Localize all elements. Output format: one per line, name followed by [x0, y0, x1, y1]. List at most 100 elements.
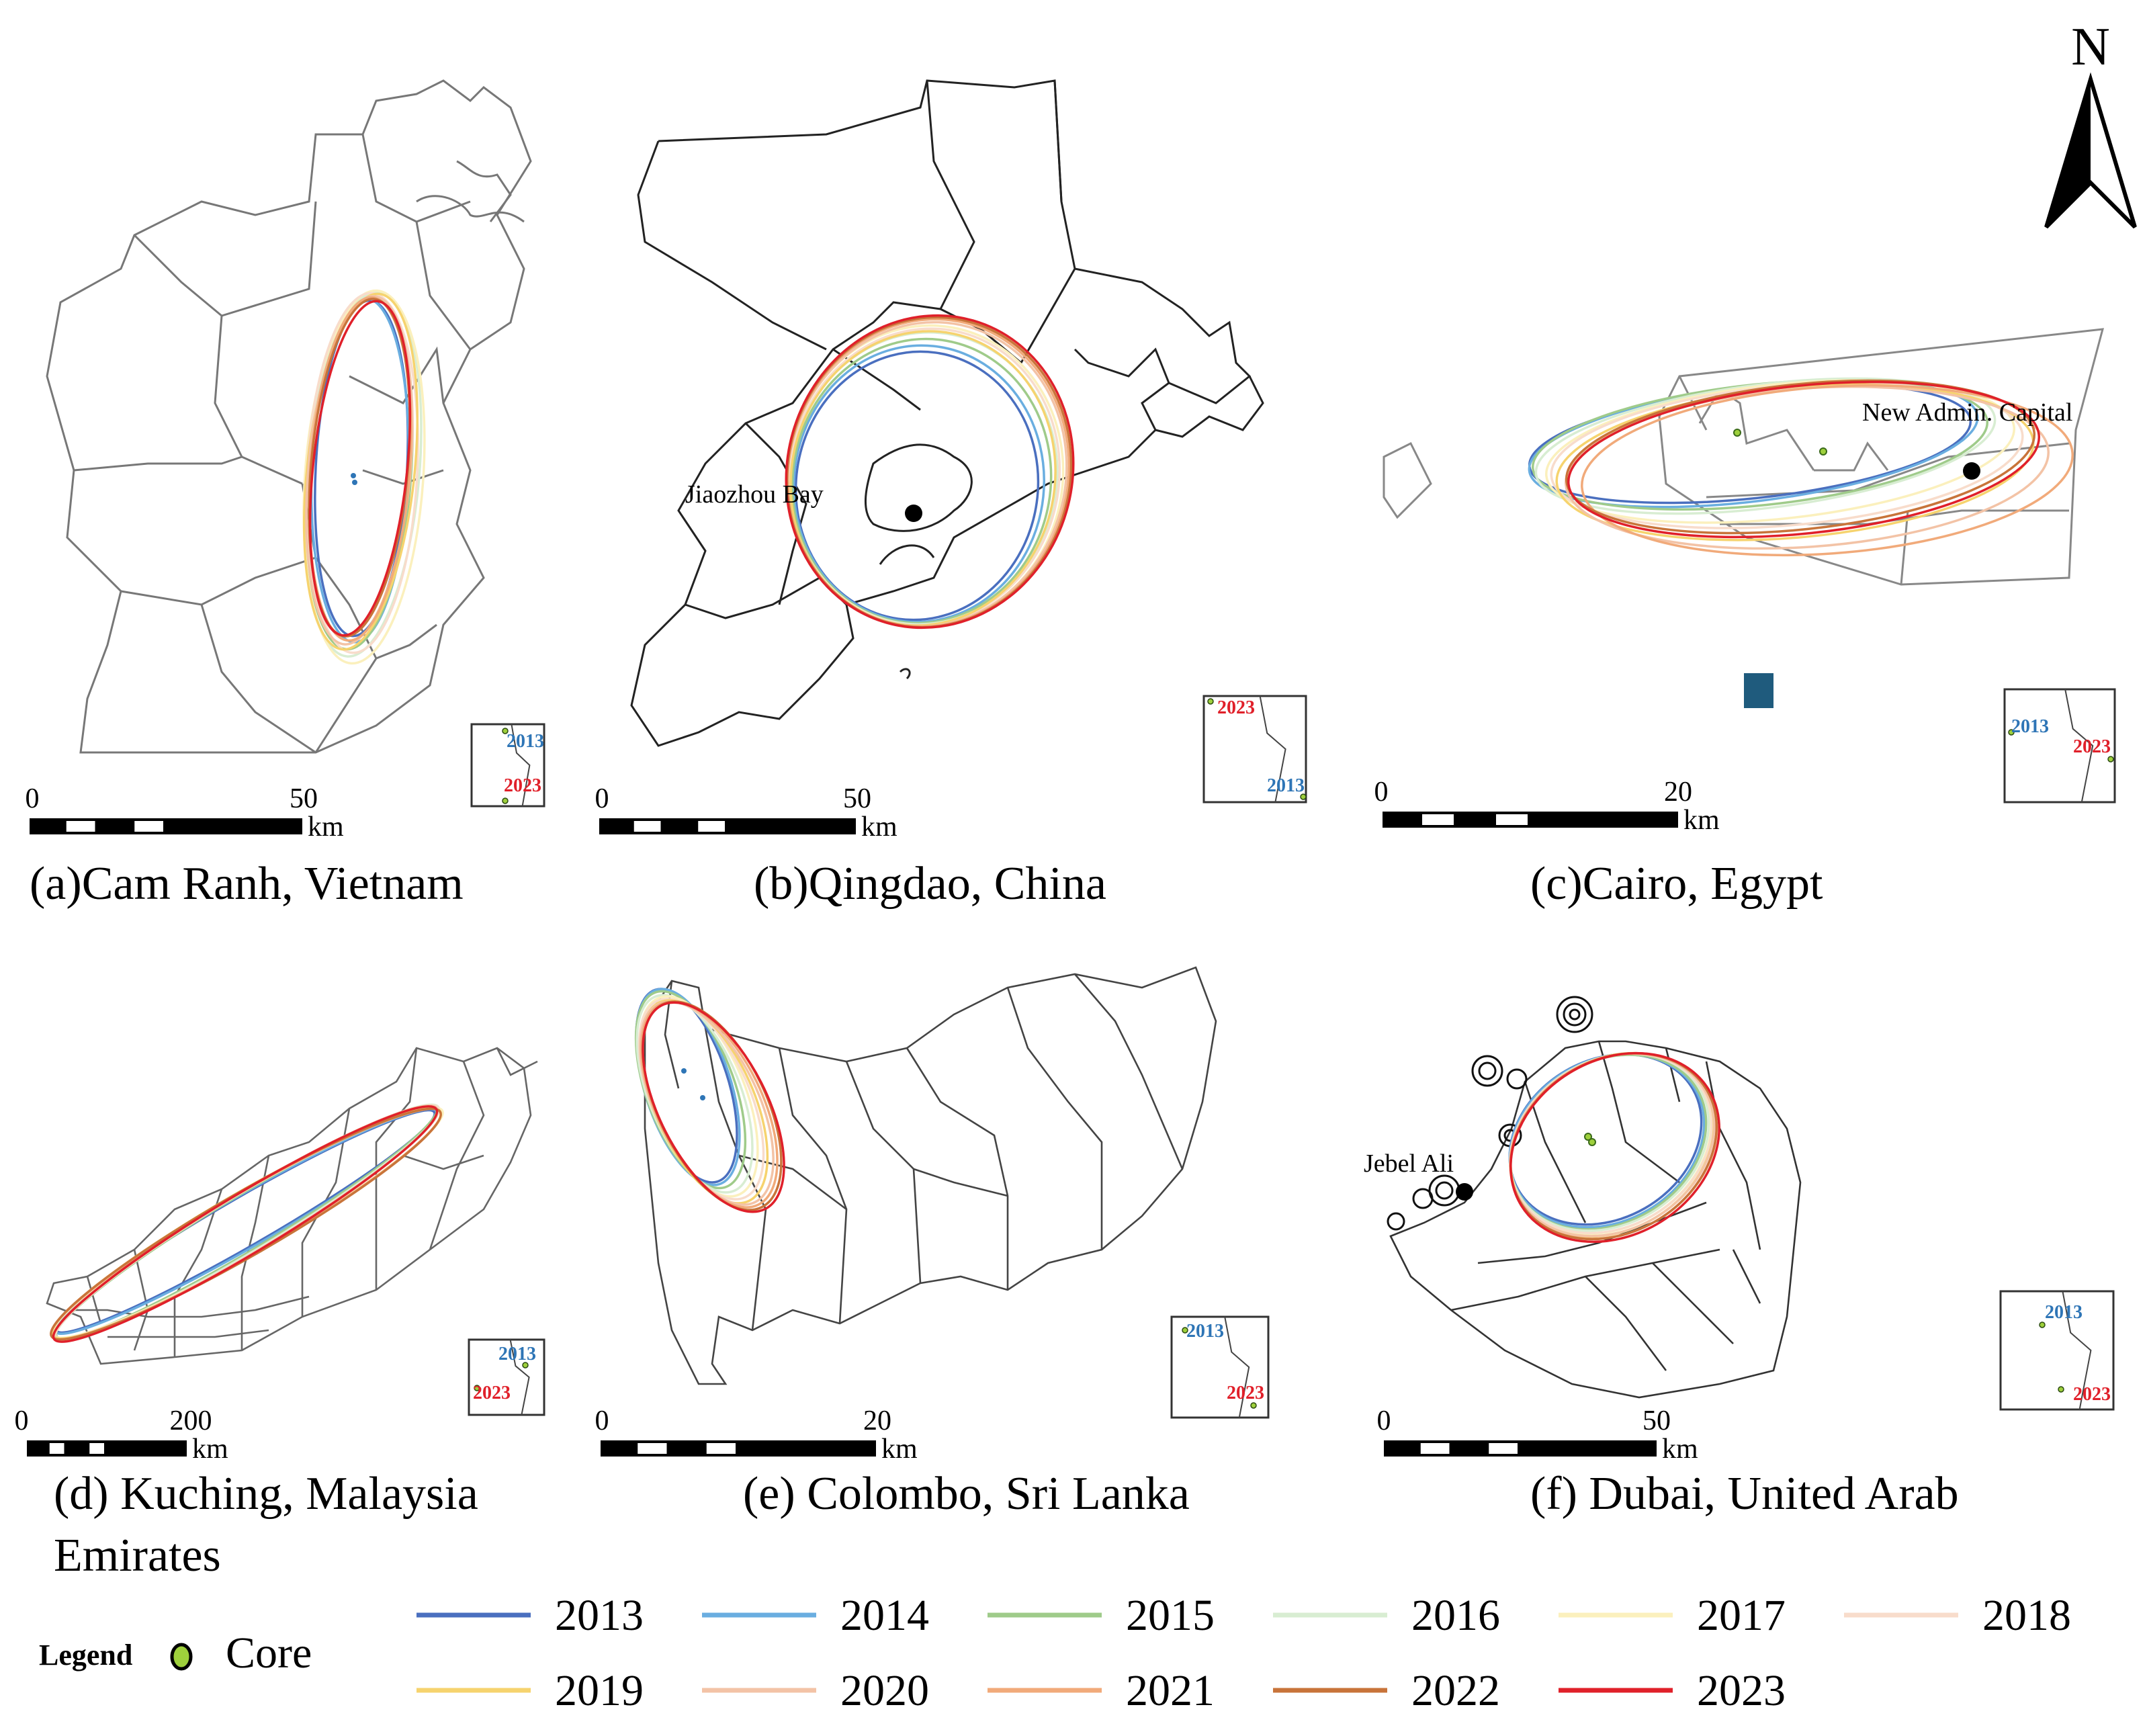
scale-tick-label: 50 — [843, 783, 871, 814]
legend-label: 2020 — [840, 1666, 929, 1715]
legend-item-2020: 2020 — [702, 1666, 929, 1715]
panel-caption-b: (b)Qingdao, China — [754, 858, 1106, 910]
inset-frame — [2003, 688, 2116, 804]
legend-title: Legend — [39, 1639, 132, 1672]
inset-core-2023 — [1207, 698, 1214, 705]
inset-core-2023 — [2058, 1386, 2064, 1393]
inset-label-2013: 2013 — [1186, 1321, 1224, 1342]
scale-bar-segment — [1489, 1443, 1518, 1454]
scale-bar-segment — [89, 1443, 104, 1454]
inset-core-2023 — [502, 797, 509, 804]
panel-captions: (a)Cam Ranh, Vietnam (b)Qingdao, China (c)… — [30, 858, 1959, 1581]
panel-a-ellipses — [302, 289, 426, 665]
inset-label-2023: 2023 — [1227, 1383, 1264, 1403]
panel-f-core-dot — [1588, 1138, 1596, 1146]
panel-c-core-dot — [1819, 447, 1827, 455]
panel-c-place-label: New Admin. Capital — [1862, 398, 2072, 427]
inset-b: 2013 2023 — [1202, 695, 1307, 804]
scale-bar-segment — [134, 821, 163, 832]
legend-item-2017: 2017 — [1559, 1591, 1786, 1640]
north-arrow: N — [2044, 17, 2137, 229]
scale-unit-label: km — [308, 812, 344, 842]
panel-c-place-dot — [1963, 462, 1980, 480]
inset-label-2013: 2013 — [1267, 775, 1305, 796]
scale-bar-segment — [633, 821, 661, 832]
scale-bar-segment — [638, 1443, 667, 1454]
panel-b-place-label: Jiaozhou Bay — [685, 480, 824, 509]
panel-a-basemap — [46, 79, 532, 754]
inset-frame — [468, 1338, 545, 1416]
panel-caption-d: Emirates — [54, 1530, 221, 1581]
legend-item-2023: 2023 — [1559, 1666, 1786, 1715]
inset-label-2013: 2013 — [498, 1344, 536, 1364]
inset-f: 2013 2023 — [1999, 1290, 2115, 1411]
legend-label: 2017 — [1697, 1591, 1786, 1640]
scale-bar-segment — [49, 1443, 64, 1454]
inset-core-2013 — [502, 728, 509, 734]
panel-f-core-dot — [1584, 1133, 1592, 1141]
legend-label: 2021 — [1126, 1666, 1215, 1715]
scale-bar-segment — [1422, 814, 1454, 825]
legend-core-label: Core — [226, 1629, 312, 1678]
legend-label: 2014 — [840, 1591, 929, 1640]
panel-e-ellipses — [634, 988, 785, 1213]
inset-core-2013 — [522, 1362, 529, 1369]
north-arrow-label: N — [2071, 17, 2110, 77]
inset-label-2013: 2013 — [507, 731, 544, 752]
inset-frame — [470, 723, 545, 808]
legend-label: 2018 — [1982, 1591, 2071, 1640]
scale-unit-label: km — [192, 1434, 228, 1465]
scale-bar-segment — [698, 821, 725, 832]
legend-item-2022: 2022 — [1273, 1666, 1500, 1715]
scale-unit-label: km — [861, 812, 897, 842]
scale-bar-segment — [1496, 814, 1528, 825]
inset-core-2013 — [2008, 729, 2015, 736]
legend-label: 2013 — [555, 1591, 644, 1640]
legend: Legend Core 2013 2014 2015 2016 2017 2018 2019… — [39, 1591, 2071, 1715]
legend-item-2021: 2021 — [988, 1666, 1215, 1715]
inset-frame — [1170, 1315, 1270, 1419]
panel-caption-d: (d) Kuching, Malaysia — [54, 1468, 478, 1520]
scale-bar-segment — [66, 821, 95, 832]
inset-label-2023: 2023 — [2073, 1384, 2111, 1405]
panel-caption-e: (e) Colombo, Sri Lanka — [743, 1468, 1190, 1520]
panel-f-place-dot — [1456, 1183, 1473, 1201]
inset-core-2023 — [474, 1385, 480, 1391]
inset-label-2013: 2013 — [2011, 716, 2049, 737]
scale-unit-label: km — [1662, 1434, 1698, 1465]
scale-tick-label: 50 — [290, 783, 318, 814]
panel-d-basemap — [46, 1047, 538, 1365]
panel-caption-c: (c)Cairo, Egypt — [1530, 858, 1823, 910]
scale-tick-label: 20 — [1664, 777, 1692, 808]
scale-tick-label: 0 — [1374, 777, 1389, 808]
scale-unit-label: km — [881, 1434, 918, 1465]
legend-item-2016: 2016 — [1273, 1591, 1500, 1640]
inset-a: 2013 2023 — [470, 723, 545, 808]
legend-label: 2019 — [555, 1666, 644, 1715]
legend-item-2015: 2015 — [988, 1591, 1215, 1640]
panel-caption-a: (a)Cam Ranh, Vietnam — [30, 858, 464, 910]
inset-boundary — [1259, 695, 1286, 803]
scale-tick-label: 0 — [15, 1405, 29, 1436]
scale-tick-label: 20 — [863, 1405, 891, 1436]
panel-f-islands — [1387, 996, 1593, 1231]
scale-tick-label: 0 — [595, 783, 609, 814]
inset-e: 2013 2023 — [1170, 1315, 1270, 1419]
inset-label-2013: 2013 — [2045, 1302, 2083, 1323]
panel-f-ellipses — [1508, 1051, 1720, 1244]
scale-tick-label: 0 — [1377, 1405, 1391, 1436]
inset-label-2023: 2023 — [504, 775, 541, 796]
scale-bar-segment — [706, 1443, 736, 1454]
legend-item-2018: 2018 — [1844, 1591, 2071, 1640]
scale-tick-label: 0 — [595, 1405, 609, 1436]
inset-frame — [1202, 695, 1307, 804]
inset-d: 2013 2023 — [468, 1338, 545, 1416]
inset-core-2013 — [1182, 1327, 1188, 1334]
inset-label-2023: 2023 — [1217, 697, 1255, 718]
